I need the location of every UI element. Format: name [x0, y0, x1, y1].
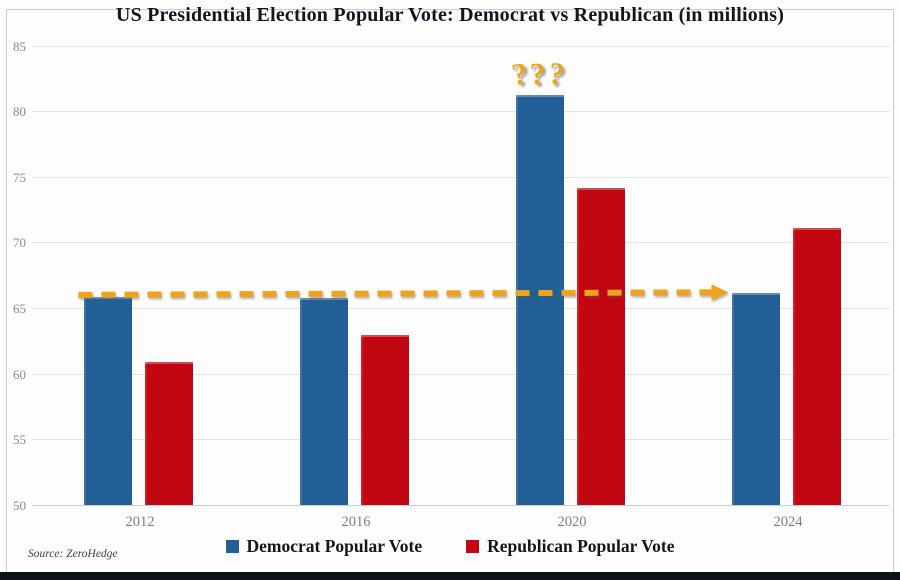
bar-democrat-2020: [515, 94, 564, 506]
legend-label-democrat: Democrat Popular Vote: [246, 536, 423, 556]
question-mark-glyph: ?: [547, 55, 570, 92]
source-credit: Source: ZeroHedge: [28, 548, 118, 560]
question-marks-annotation: ???: [480, 55, 600, 93]
gridline-65: [32, 308, 889, 310]
bar-republican-2020: [576, 187, 625, 506]
legend-label-republican: Republican Popular Vote: [487, 536, 675, 556]
y-tick-label-70: 70: [13, 235, 26, 251]
x-tick-label-2024: 2024: [773, 513, 803, 530]
y-tick-label-65: 65: [13, 301, 26, 317]
gridline-75: [32, 176, 889, 178]
y-tick-label-50: 50: [13, 498, 26, 513]
gridline-85: [32, 45, 889, 47]
gridline-70: [32, 242, 889, 244]
y-tick-label-85: 85: [13, 38, 26, 54]
bottom-dark-strip: [0, 572, 900, 580]
x-tick-label-2016: 2016: [341, 513, 371, 530]
gridline-55: [32, 439, 889, 441]
y-tick-label-55: 55: [13, 432, 26, 448]
legend-swatch-republican: [466, 540, 480, 553]
legend-item-republican: Republican Popular Vote: [466, 536, 674, 557]
legend-item-democrat: Democrat Popular Vote: [225, 536, 423, 557]
bar-republican-2016: [360, 334, 409, 506]
bar-republican-2024: [792, 228, 841, 506]
bar-republican-2012: [144, 362, 193, 506]
chart-title: US Presidential Election Popular Vote: D…: [115, 4, 785, 26]
bar-democrat-2016: [299, 298, 348, 506]
gridline-50: [32, 505, 889, 506]
y-tick-label-60: 60: [13, 366, 26, 382]
legend-swatch-democrat: [225, 540, 239, 553]
legend: Democrat Popular Vote Republican Popular…: [0, 536, 900, 557]
gridline-60: [32, 373, 889, 375]
y-tick-label-80: 80: [13, 104, 26, 120]
y-tick-label-75: 75: [13, 169, 26, 185]
x-tick-label-2020: 2020: [557, 513, 587, 530]
x-tick-label-2012: 2012: [125, 513, 155, 530]
bar-democrat-2012: [83, 296, 132, 506]
gridline-80: [32, 111, 889, 113]
bar-democrat-2024: [731, 292, 780, 506]
